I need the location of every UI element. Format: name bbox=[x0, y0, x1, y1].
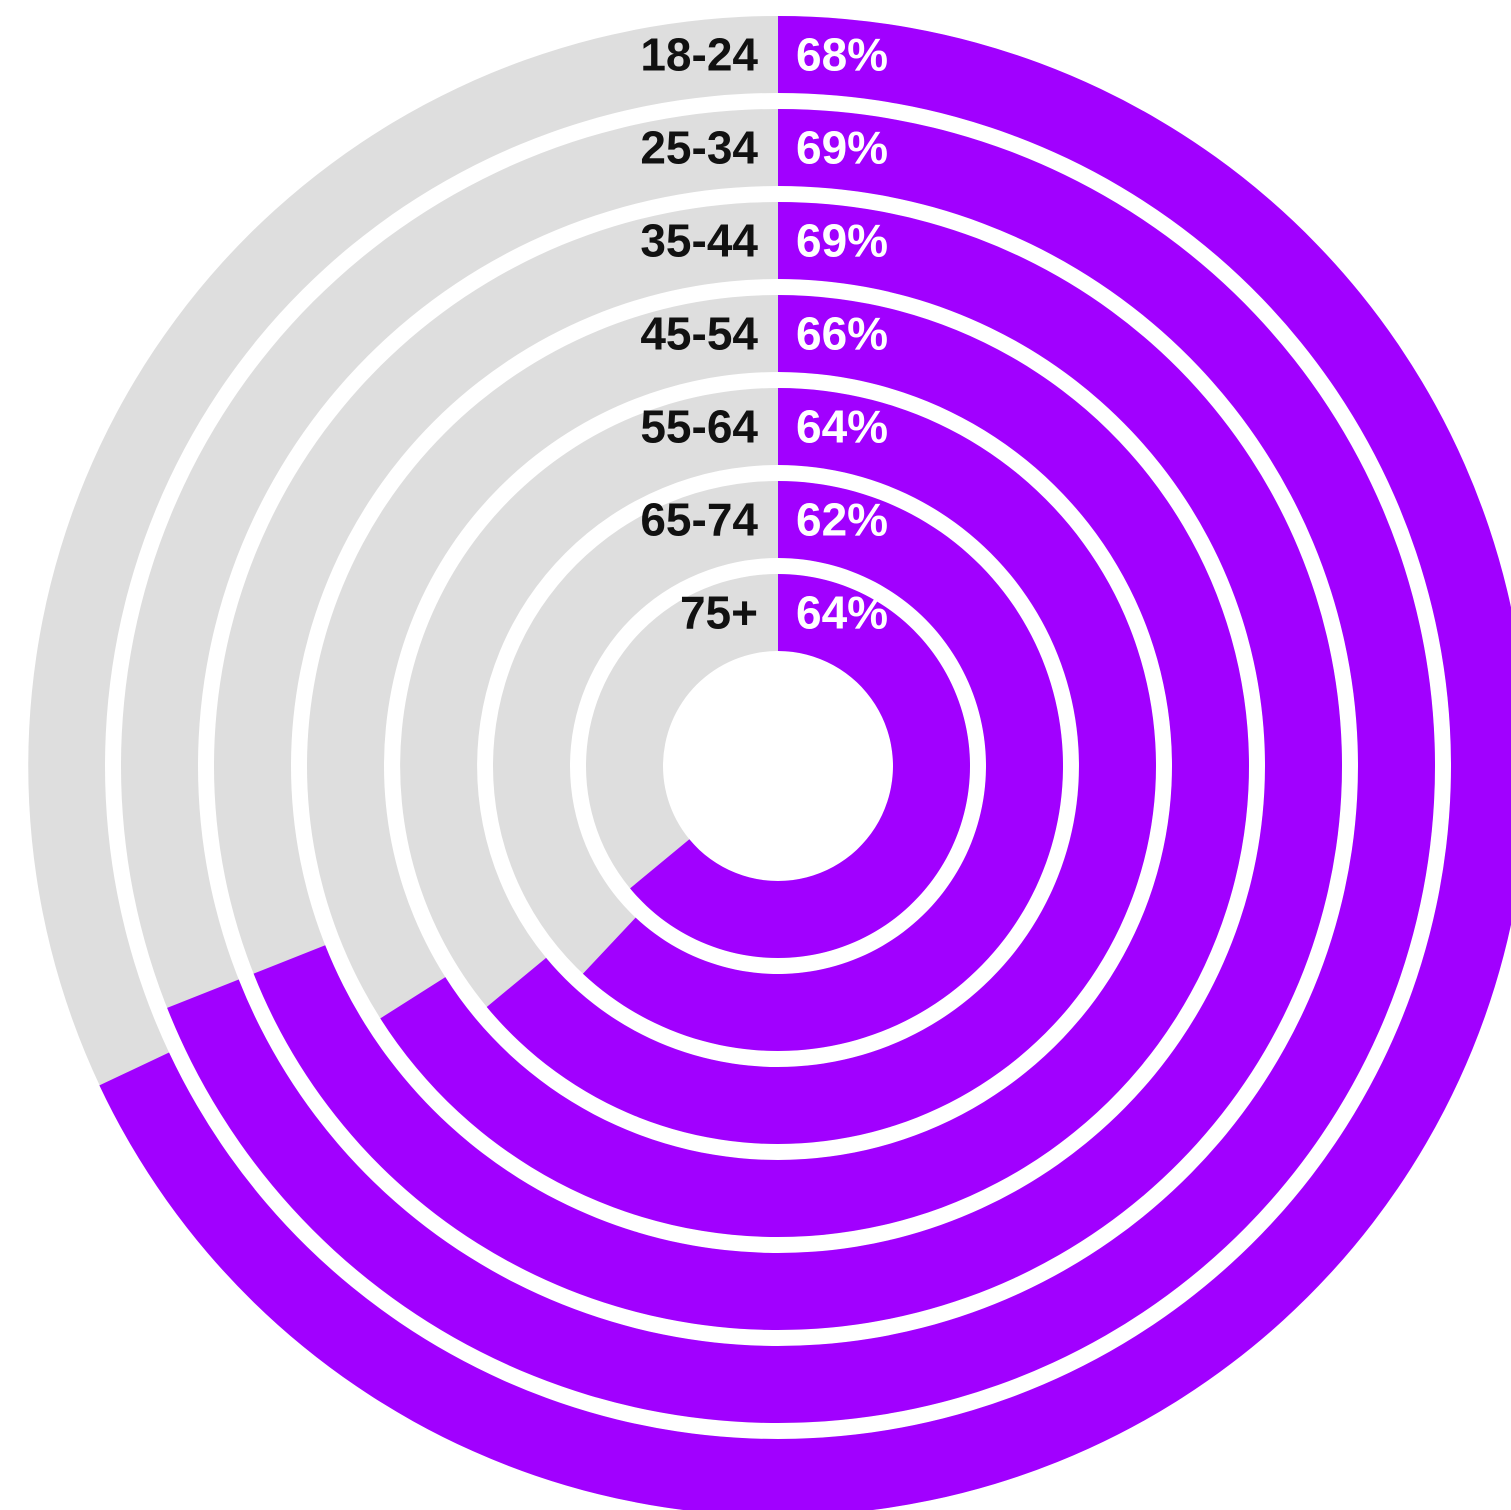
value-label-18-24: 68% bbox=[796, 29, 888, 81]
value-label-65-74: 62% bbox=[796, 494, 888, 546]
value-label-35-44: 69% bbox=[796, 215, 888, 267]
ring-bar-65-74 bbox=[582, 481, 1063, 1051]
category-label-25-34: 25-34 bbox=[640, 122, 758, 174]
ring-labels: 18-24 68% 25-34 69% 35-44 69% 45-54 66% 55-64 64%… bbox=[640, 29, 888, 639]
ring-bar-75 bbox=[630, 574, 971, 958]
value-label-55-64: 64% bbox=[796, 401, 888, 453]
category-label-18-24: 18-24 bbox=[640, 29, 758, 81]
category-label-65-74: 65-74 bbox=[640, 494, 758, 546]
ring-bars bbox=[99, 16, 1511, 1510]
category-label-35-44: 35-44 bbox=[640, 215, 758, 267]
category-label-45-54: 45-54 bbox=[640, 308, 758, 360]
ring-bar-55-64 bbox=[486, 388, 1157, 1145]
value-label-75: 64% bbox=[796, 587, 888, 639]
value-label-25-34: 69% bbox=[796, 122, 888, 174]
category-label-75: 75+ bbox=[680, 587, 758, 639]
category-label-55-64: 55-64 bbox=[640, 401, 758, 453]
value-label-45-54: 66% bbox=[796, 308, 888, 360]
